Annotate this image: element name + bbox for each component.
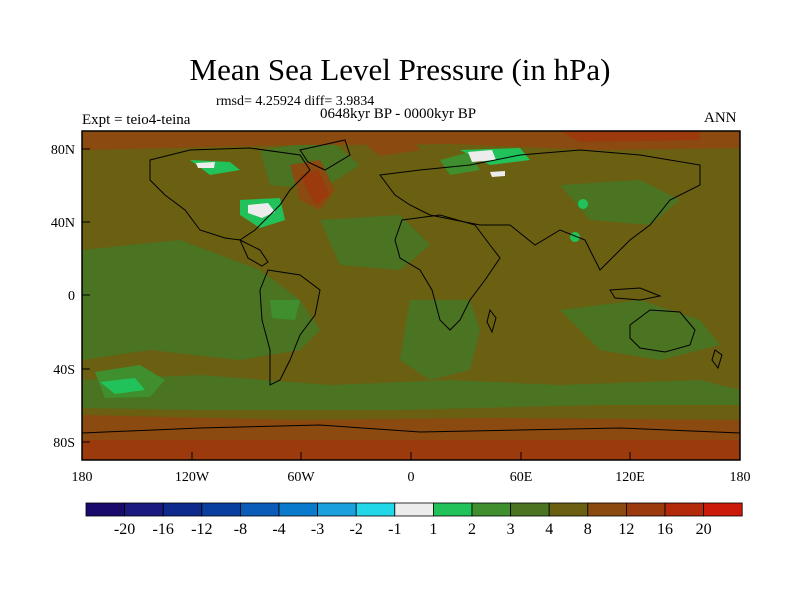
colorbar-label: 16 xyxy=(657,521,673,538)
colorbar-swatch xyxy=(317,502,357,517)
colorbar-label: -2 xyxy=(350,521,363,538)
pressure-field-green-regions xyxy=(82,140,740,410)
colorbar-label: 4 xyxy=(545,521,553,538)
colorbar-swatch xyxy=(703,502,743,517)
season-label: ANN xyxy=(704,110,737,126)
colorbar-swatch xyxy=(471,502,511,517)
colorbar-swatch xyxy=(124,502,164,517)
map-plot-area xyxy=(82,131,740,460)
pressure-field-white-regions xyxy=(196,150,505,218)
axis-ticks xyxy=(81,148,741,460)
experiment-label: Expt = teio4-teina xyxy=(82,112,191,128)
coastlines xyxy=(82,139,740,434)
colorbar-label: 1 xyxy=(429,521,437,538)
y-tick-label-40n: 40N xyxy=(51,216,75,231)
map-title: Mean Sea Level Pressure (in hPa) xyxy=(189,52,611,87)
colorbar-label: -4 xyxy=(272,521,285,538)
y-tick-labels: 80N 40N 0 40S 80S xyxy=(51,143,75,451)
colorbar-label: 20 xyxy=(696,521,712,538)
x-tick-label-2: 120W xyxy=(175,470,210,485)
colorbar-swatch xyxy=(85,502,125,517)
y-tick-label-80s: 80S xyxy=(53,436,75,451)
colorbar-swatch xyxy=(355,502,396,517)
colorbar-swatch xyxy=(278,502,318,517)
colorbar-swatch xyxy=(664,502,704,517)
pressure-field-red-regions xyxy=(82,131,740,460)
colorbar-label: 3 xyxy=(507,521,515,538)
x-tick-label-3: 60W xyxy=(287,470,315,485)
x-tick-label-5: 60E xyxy=(510,470,533,485)
x-tick-label-7: 180 xyxy=(730,470,751,485)
colorbar-label: 12 xyxy=(618,521,634,538)
stats-text: rmsd= 4.25924 diff= 3.9834 xyxy=(216,94,375,109)
colorbar-swatch xyxy=(548,502,589,517)
colorbar-swatch xyxy=(432,502,473,517)
colorbar: -20 -16 -12 -8 -4 -3 -2 -1 1 2 3 4 8 12 16 20 xyxy=(85,502,743,538)
colorbar-swatch xyxy=(510,502,550,517)
colorbar-label: -20 xyxy=(114,521,135,538)
colorbar-label: 8 xyxy=(584,521,592,538)
y-tick-label-80n: 80N xyxy=(51,143,75,158)
colorbar-swatch xyxy=(626,502,666,517)
x-tick-label-4: 0 xyxy=(408,470,415,485)
y-tick-label-0: 0 xyxy=(68,289,75,304)
colorbar-label: -12 xyxy=(191,521,212,538)
x-tick-labels: 180 120W 60W 0 60E 120E 180 xyxy=(72,470,751,485)
x-tick-label-1: 180 xyxy=(72,470,93,485)
colorbar-swatch xyxy=(394,502,434,517)
x-tick-label-6: 120E xyxy=(615,470,645,485)
colorbar-label: -16 xyxy=(153,521,174,538)
colorbar-label: 2 xyxy=(468,521,476,538)
colorbar-swatch xyxy=(162,502,203,517)
colorbar-swatch xyxy=(201,502,241,517)
colorbar-swatch xyxy=(587,502,627,517)
colorbar-label: -3 xyxy=(311,521,324,538)
colorbar-swatch xyxy=(239,502,280,517)
colorbar-label: -1 xyxy=(388,521,401,538)
period-text: 0648kyr BP - 0000kyr BP xyxy=(320,106,477,122)
y-tick-label-40s: 40S xyxy=(53,363,75,378)
colorbar-label: -8 xyxy=(234,521,247,538)
